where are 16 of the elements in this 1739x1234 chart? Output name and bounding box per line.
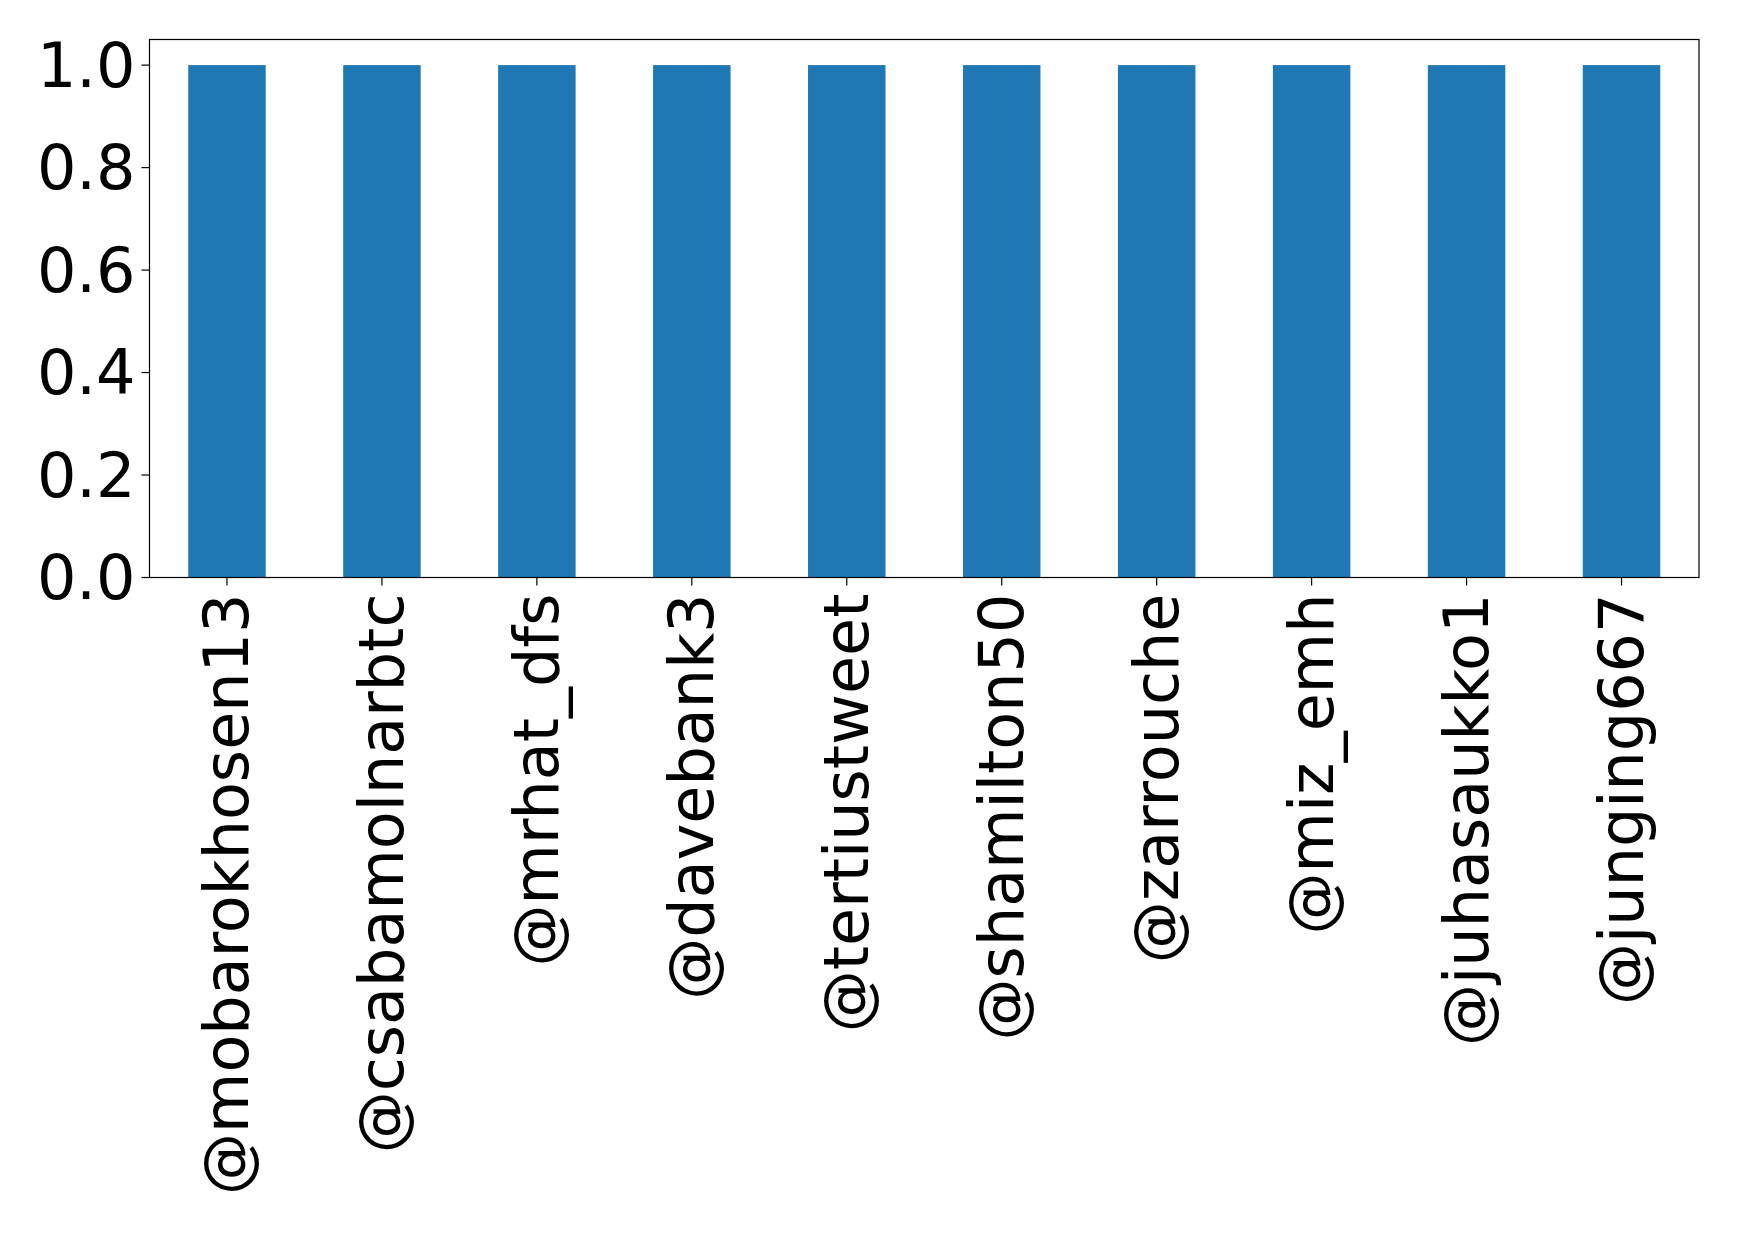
y-tick-label: 0.4 (36, 336, 136, 410)
x-tick-label: @csabamolnarbtc (345, 593, 419, 1154)
x-tick-label: @mobarokhosen13 (190, 593, 264, 1196)
y-tick-label: 0.8 (36, 131, 136, 205)
y-tick-label: 0.6 (36, 233, 136, 307)
x-tick-label: @juhasaukko1 (1430, 593, 1504, 1046)
x-tick-label: @davebank3 (655, 593, 729, 1000)
x-tick-label: @miz_emh (1275, 593, 1349, 935)
y-tick-label: 1.0 (36, 28, 136, 102)
x-tick-label: @mrhat_dfs (500, 593, 574, 967)
x-tick-label: @zarrouche (1120, 593, 1194, 964)
x-tick-label: @tertiustweet (810, 593, 884, 1033)
x-tick-label: @shamilton50 (965, 593, 1039, 1041)
x-tick-label: @junging667 (1585, 593, 1659, 1005)
y-tick-label: 0.2 (36, 438, 136, 512)
y-tick-label: 0.0 (36, 541, 136, 614)
